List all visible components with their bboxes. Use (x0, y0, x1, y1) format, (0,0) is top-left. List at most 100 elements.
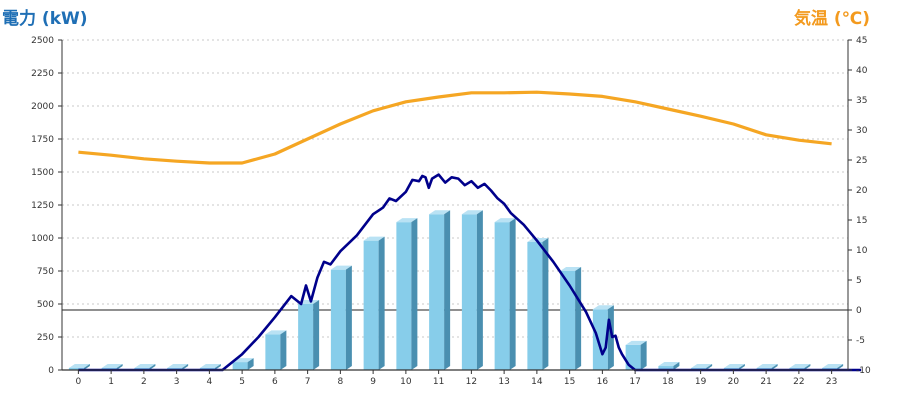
bar-side (673, 362, 680, 370)
bar-top (756, 364, 778, 368)
x-tick-label: 15 (564, 377, 575, 387)
bar-top (429, 210, 451, 215)
bar-top (68, 364, 90, 368)
x-tick-label: 13 (498, 377, 509, 387)
power-bar (298, 300, 320, 370)
bar-side (182, 364, 189, 370)
x-tick-label: 6 (272, 377, 278, 387)
bar-side (837, 364, 844, 370)
x-tick-label: 1 (108, 377, 114, 387)
bar-top (560, 267, 582, 271)
bar-front (429, 214, 445, 370)
bar-top (167, 364, 189, 368)
right-tick-label: 15 (856, 216, 867, 226)
bar-top (494, 218, 516, 223)
bar-front (461, 214, 477, 370)
left-tick-label: 1250 (31, 201, 54, 211)
bar-side (738, 364, 745, 370)
bar-top (789, 364, 811, 368)
x-tick-label: 17 (629, 377, 640, 387)
bar-side (476, 210, 483, 370)
bar-front (330, 269, 346, 370)
bar-side (411, 218, 418, 370)
bar-side (771, 364, 778, 370)
x-tick-label: 2 (141, 377, 147, 387)
bar-top (822, 364, 844, 368)
x-tick-label: 23 (826, 377, 837, 387)
left-tick-label: 0 (48, 366, 54, 376)
x-tick-label: 7 (305, 377, 311, 387)
power-bar (429, 210, 451, 370)
right-tick-label: -5 (856, 336, 865, 346)
bar-front (494, 222, 510, 370)
power-bar (461, 210, 483, 370)
right-tick-label: 20 (856, 186, 868, 196)
bar-top (396, 218, 418, 223)
bar-front (592, 309, 608, 370)
right-tick-label: 10 (856, 246, 868, 256)
power-bar (494, 218, 516, 370)
power-line (78, 173, 862, 372)
left-axis-title: 電力 (kW) (2, 9, 88, 29)
right-tick-label: 30 (856, 126, 868, 136)
bar-side (149, 364, 156, 370)
bar-side (345, 265, 352, 370)
bar-top (592, 305, 614, 310)
bar-side (116, 364, 123, 370)
power-bar (68, 364, 90, 370)
bar-top (134, 364, 156, 368)
power-bar (265, 330, 287, 370)
bar-top (265, 330, 287, 335)
bar-side (280, 330, 287, 370)
bar-side (83, 364, 90, 370)
x-tick-label: 21 (760, 377, 771, 387)
right-tick-label: -10 (856, 366, 871, 376)
bar-top (101, 364, 123, 368)
power-bar (658, 362, 680, 370)
axes: 02505007501000125015001750200022502500-1… (31, 36, 871, 387)
left-tick-label: 250 (37, 333, 54, 343)
x-tick-label: 22 (793, 377, 804, 387)
bar-front (560, 271, 576, 370)
x-tick-label: 14 (531, 377, 543, 387)
x-tick-label: 5 (239, 377, 245, 387)
bar-side (247, 358, 254, 370)
x-tick-label: 19 (695, 377, 707, 387)
bar-top (658, 362, 680, 367)
power-bar (363, 236, 385, 370)
left-tick-label: 2250 (31, 69, 54, 79)
bar-side (378, 236, 385, 370)
bar-front (396, 222, 412, 370)
x-tick-label: 10 (400, 377, 412, 387)
bar-front (68, 368, 84, 370)
right-tick-label: 35 (856, 96, 867, 106)
x-tick-label: 12 (466, 377, 477, 387)
bar-front (527, 241, 543, 370)
left-tick-label: 1000 (31, 234, 54, 244)
x-tick-label: 18 (662, 377, 674, 387)
bar-top (330, 265, 352, 270)
gridlines (62, 39, 848, 338)
power-bar (560, 267, 582, 370)
power-bar (527, 237, 549, 370)
left-tick-label: 1750 (31, 135, 54, 145)
left-tick-label: 1500 (31, 168, 54, 178)
bar-front (625, 344, 641, 370)
left-tick-label: 750 (37, 267, 54, 277)
x-tick-label: 20 (728, 377, 740, 387)
bar-front (265, 334, 281, 370)
right-axis-title: 気温 (℃) (793, 9, 870, 29)
bar-front (298, 304, 314, 370)
right-tick-label: 45 (856, 36, 867, 46)
bar-side (804, 364, 811, 370)
bar-front (232, 362, 248, 370)
power-bar (330, 265, 352, 370)
bar-top (199, 364, 221, 368)
x-tick-label: 8 (338, 377, 344, 387)
left-tick-label: 2000 (31, 102, 54, 112)
bar-top (625, 340, 647, 345)
power-bar (396, 218, 418, 370)
left-tick-label: 500 (37, 300, 54, 310)
x-tick-label: 4 (207, 377, 213, 387)
